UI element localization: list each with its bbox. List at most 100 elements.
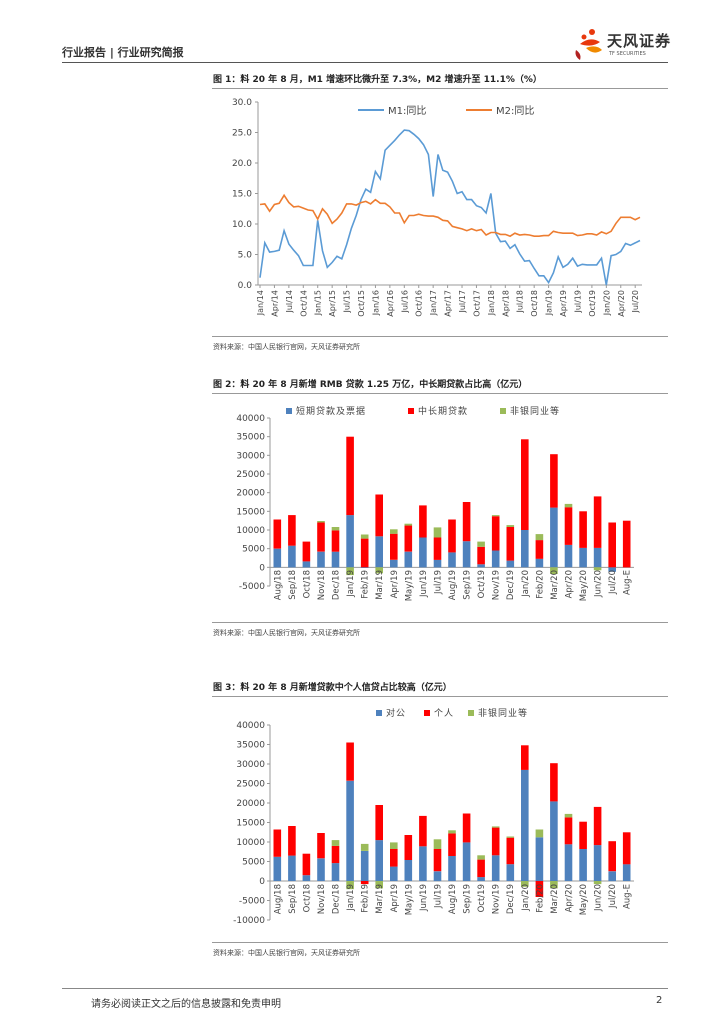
bar-segment-1 (390, 559, 398, 568)
bar-segment-1 (317, 551, 325, 568)
x-tick-label: Oct/19 (588, 290, 597, 317)
bar-segment-2 (535, 881, 544, 897)
figure-3-top-rule (212, 696, 668, 697)
new-loans-by-borrower-bar-chart: 40000 35000 30000 25000 20000 15000 10000 5000 0… (233, 707, 634, 926)
bar-segment-2 (404, 835, 413, 860)
bar-segment-1 (331, 551, 340, 568)
bar-segment-1 (477, 877, 485, 881)
bar-segment-2 (593, 806, 602, 846)
legend-swatch-2 (408, 408, 414, 414)
x-tick-label: Aug/19 (448, 570, 458, 600)
x-tick-label: Mar/19 (375, 570, 385, 600)
x-tick-label: Nov/19 (492, 884, 502, 914)
x-tick-label: Mar/20 (550, 570, 560, 600)
x-tick-label: Feb/20 (535, 570, 545, 599)
x-tick-label: Oct/14 (299, 290, 308, 317)
x-tick-label: Jan/19 (545, 290, 554, 316)
x-tick-label: May/19 (404, 884, 414, 915)
y-tick-label: 10.0 (232, 220, 252, 230)
bar-segment-2 (462, 813, 471, 843)
bar-segment-3 (491, 826, 500, 828)
x-tick-label: Jun/19 (419, 884, 429, 912)
bar-segment-2 (477, 859, 485, 878)
bar-segment-1 (302, 561, 311, 568)
y-tick-label: 25000 (236, 780, 265, 790)
y-tick-label: 40000 (236, 414, 265, 424)
x-tick-label: Oct/18 (302, 570, 312, 598)
bar-segment-3 (375, 567, 383, 574)
logo-subtext: TF SECURITIES (609, 51, 646, 57)
footer-divider (62, 988, 668, 989)
x-tick-label: Jan/20 (521, 884, 531, 912)
figure-1-title: 图 1：料 20 年 8 月，M1 增速环比微升至 7.3%，M2 增速升至 1… (213, 75, 542, 85)
bar-segment-2 (404, 525, 413, 552)
x-tick-label: Aug-E (623, 884, 633, 909)
x-tick-label: Jul/20 (608, 884, 618, 909)
x-tick-label: Feb/19 (361, 884, 371, 913)
x-tick-label: Apr/20 (617, 290, 626, 317)
bar-segment-2 (477, 546, 485, 565)
bar-segment-1 (462, 541, 471, 568)
x-tick-label: Apr/19 (559, 290, 568, 317)
x-tick-label: Jan/20 (521, 570, 531, 598)
bar-segment-1 (433, 559, 442, 568)
x-tick-label: Jul/19 (433, 884, 443, 909)
bar-segment-3 (375, 881, 383, 889)
bar-segment-3 (593, 881, 602, 885)
bar-segment-2 (506, 527, 515, 561)
bar-segment-1 (375, 840, 383, 881)
x-tick-label: Apr/14 (270, 290, 279, 317)
bar-segment-1 (535, 837, 544, 881)
header-divider (62, 62, 668, 63)
x-tick-label: Jul/15 (343, 290, 352, 314)
y-tick-label: 40000 (236, 721, 265, 731)
bar-segment-2 (331, 530, 340, 552)
bar-segment-1 (550, 801, 558, 881)
bar-segment-1 (535, 558, 544, 568)
report-category: 行业报告 | 行业研究简报 (62, 46, 184, 59)
bar-segment-2 (491, 827, 500, 856)
y-tick-label: 30000 (236, 760, 265, 770)
x-tick-label: Jul/17 (458, 290, 467, 314)
bar-segment-2 (419, 815, 427, 847)
x-tick-label: Jul/19 (433, 570, 443, 595)
bar-segment-3 (535, 829, 544, 838)
x-tick-label: Jan/14 (256, 290, 265, 316)
bar-segment-2 (579, 821, 587, 849)
bar-segment-2 (593, 496, 602, 548)
bar-segment-3 (491, 515, 500, 517)
x-tick-label: Oct/19 (477, 884, 487, 912)
bar-segment-2 (448, 519, 456, 553)
legend-label-3: 非银同业等 (478, 707, 528, 719)
bar-segment-1 (448, 856, 456, 881)
figure-2-source: 资料来源：中国人民银行官网，天风证券研究所 (213, 629, 360, 637)
x-tick-label: Mar/20 (550, 884, 560, 914)
y-tick-label: 25.0 (232, 129, 252, 139)
x-tick-label: Nov/18 (317, 570, 327, 600)
bar-segment-1 (331, 863, 340, 881)
bar-segment-2 (448, 833, 456, 856)
bar-segment-1 (579, 547, 587, 568)
y-tick-label: 15000 (236, 819, 265, 829)
x-tick-label: Jan/19 (346, 884, 356, 912)
x-tick-label: Apr/15 (328, 290, 337, 317)
y-tick-label: 5000 (242, 545, 265, 555)
bar-segment-1 (506, 864, 515, 881)
x-tick-label: May/20 (579, 884, 589, 915)
bar-segment-3 (564, 503, 573, 508)
bar-segment-2 (622, 520, 631, 568)
x-tick-label: Jul/19 (573, 290, 582, 314)
bar-segment-1 (375, 536, 383, 568)
bar-segment-2 (608, 522, 616, 568)
x-tick-label: Feb/19 (361, 570, 371, 599)
x-tick-label: Dec/18 (332, 570, 342, 600)
page-number: 2 (656, 995, 663, 1006)
legend-label-2: 个人 (434, 708, 454, 719)
bar-segment-3 (477, 541, 485, 547)
x-tick-label: Jul/14 (285, 290, 294, 314)
bar-segment-1 (273, 856, 282, 881)
bar-segment-1 (521, 769, 529, 881)
bar-segment-2 (535, 540, 544, 559)
y-tick-label: 15000 (236, 507, 265, 517)
bar-segment-2 (302, 541, 311, 562)
